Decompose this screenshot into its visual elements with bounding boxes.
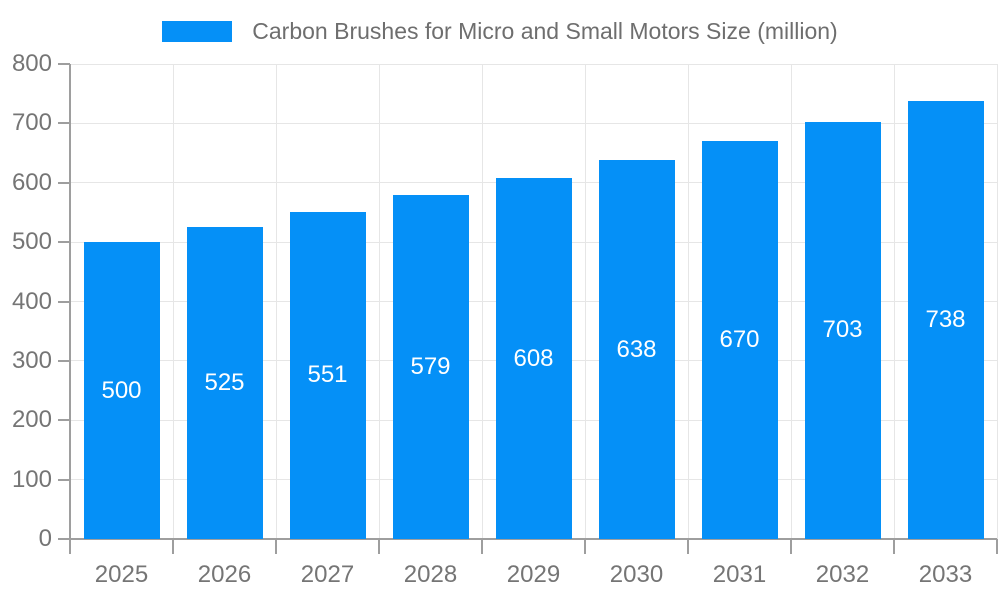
y-tick [58, 478, 70, 481]
bar: 500 [83, 242, 160, 539]
y-tick-label: 300 [11, 346, 52, 374]
x-tick [790, 539, 792, 554]
x-tick-label: 2028 [403, 561, 458, 588]
bar: 551 [289, 211, 366, 539]
x-axis-line [58, 538, 997, 540]
v-gridline [996, 64, 998, 539]
v-gridline [172, 64, 174, 539]
bar-value-label: 551 [307, 361, 348, 389]
bar: 703 [804, 121, 881, 539]
y-tick [58, 122, 70, 125]
y-tick-label: 600 [11, 168, 52, 196]
x-tick [172, 539, 174, 554]
legend-label: Carbon Brushes for Micro and Small Motor… [252, 18, 838, 44]
bar-value-label: 500 [101, 376, 142, 404]
bar: 638 [598, 160, 675, 539]
y-tick-label: 700 [11, 109, 52, 137]
y-tick-label: 800 [11, 50, 52, 77]
bar-value-label: 608 [513, 344, 554, 372]
bar: 608 [495, 178, 572, 539]
x-tick [378, 539, 380, 554]
x-tick-label: 2026 [197, 561, 252, 588]
bar: 738 [907, 100, 984, 539]
legend: Carbon Brushes for Micro and Small Motor… [0, 18, 1000, 45]
y-tick [58, 63, 70, 65]
y-tick-label: 200 [11, 406, 52, 434]
x-tick-label: 2032 [815, 561, 870, 588]
x-tick [687, 539, 689, 554]
v-gridline [790, 64, 792, 539]
x-tick [584, 539, 586, 554]
bar-value-label: 703 [822, 316, 863, 344]
bar-value-label: 670 [719, 326, 760, 354]
v-gridline [378, 64, 380, 539]
x-tick-label: 2027 [300, 561, 355, 588]
h-gridline [70, 63, 997, 65]
bar-value-label: 738 [925, 305, 966, 333]
y-axis-line [69, 64, 71, 554]
legend-swatch [162, 21, 233, 42]
bar-value-label: 638 [616, 335, 657, 363]
y-tick-label: 100 [11, 465, 52, 493]
x-tick-label: 2025 [94, 561, 149, 588]
x-tick-label: 2030 [609, 561, 664, 588]
v-gridline [893, 64, 895, 539]
x-tick [996, 539, 998, 554]
y-tick-label: 0 [38, 525, 52, 552]
v-gridline [584, 64, 586, 539]
bar: 525 [186, 227, 263, 539]
v-gridline [687, 64, 689, 539]
y-tick [58, 359, 70, 362]
x-tick-label: 2031 [712, 561, 767, 588]
x-tick [481, 539, 483, 554]
v-gridline [481, 64, 483, 539]
x-tick-label: 2029 [506, 561, 561, 588]
bar: 579 [392, 195, 469, 539]
y-tick [58, 241, 70, 244]
x-tick [893, 539, 895, 554]
y-tick-label: 500 [11, 228, 52, 256]
bar-value-label: 579 [410, 353, 451, 381]
x-tick [275, 539, 277, 554]
bar-value-label: 525 [204, 369, 245, 397]
y-tick [58, 300, 70, 303]
bar: 670 [701, 141, 778, 539]
y-tick [58, 181, 70, 184]
h-gridline [70, 122, 997, 124]
y-tick [58, 419, 70, 422]
x-tick-label: 2033 [918, 561, 973, 588]
v-gridline [275, 64, 277, 539]
y-tick-label: 400 [11, 287, 52, 315]
